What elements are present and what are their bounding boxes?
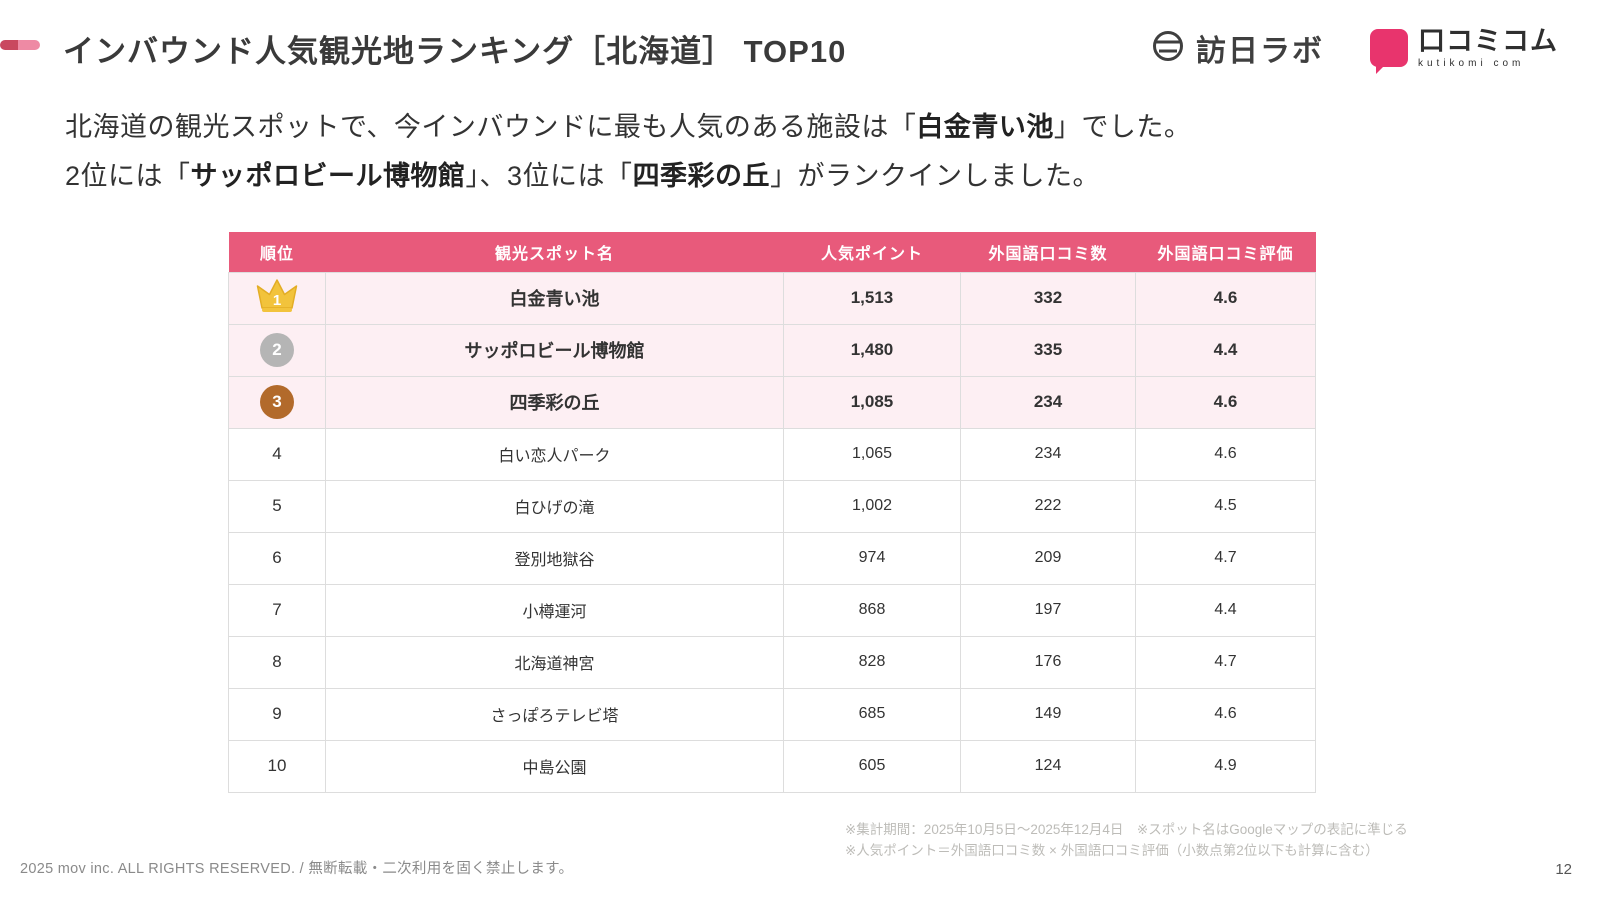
- column-header-reviews: 外国語口コミ数: [960, 232, 1136, 272]
- page-title: インバウンド人気観光地ランキング［北海道］ TOP10: [63, 34, 847, 69]
- column-header-name: 観光スポット名: [325, 232, 784, 272]
- column-header-points: 人気ポイント: [783, 232, 961, 272]
- rating-cell: 4.4: [1135, 323, 1316, 377]
- points-cell: 1,065: [783, 427, 961, 481]
- table-row: 3 四季彩の丘 1,085 234 4.6: [228, 375, 1316, 429]
- table-header-row: 順位 観光スポット名 人気ポイント 外国語口コミ数 外国語口コミ評価: [228, 232, 1316, 272]
- points-cell: 1,085: [783, 375, 961, 429]
- intro-line2-pre: 2位には「: [65, 161, 191, 192]
- review-count-cell: 149: [960, 687, 1136, 741]
- intro-line1-post: 」でした。: [1053, 112, 1192, 142]
- table-row: 10 中島公園 605 124 4.9: [228, 739, 1316, 793]
- intro-text: 北海道の観光スポットで、今インバウンドに最も人気のある施設は「白金青い池」でした…: [65, 103, 1191, 202]
- column-header-rating: 外国語口コミ評価: [1135, 232, 1316, 272]
- review-count-cell: 234: [960, 427, 1136, 481]
- rank-cell: 7: [228, 583, 326, 637]
- table-row: 4 白い恋人パーク 1,065 234 4.6: [228, 427, 1316, 481]
- table-row: 5 白ひげの滝 1,002 222 4.5: [228, 479, 1316, 533]
- rating-cell: 4.6: [1135, 375, 1316, 429]
- rank-badge: 2: [260, 333, 294, 367]
- review-count-cell: 209: [960, 531, 1136, 585]
- spot-name-cell: 北海道神宮: [325, 635, 784, 689]
- points-cell: 1,480: [783, 323, 961, 377]
- review-count-cell: 234: [960, 375, 1136, 429]
- spot-name-cell: 小樽運河: [325, 583, 784, 637]
- table-row: 1 白金青い池 1,513 332 4.6: [228, 271, 1316, 325]
- footnotes: ※集計期間：2025年10月5日〜2025年12月4日 ※スポット名はGoogl…: [845, 820, 1445, 862]
- svg-text:1: 1: [273, 292, 281, 309]
- points-cell: 828: [783, 635, 961, 689]
- footnote-line2: ※人気ポイント＝外国語口コミ数 × 外国語口コミ評価（小数点第2位以下も計算に含…: [845, 842, 1379, 858]
- points-cell: 685: [783, 687, 961, 741]
- rank-cell: 6: [228, 531, 326, 585]
- rank-cell: 5: [228, 479, 326, 533]
- rating-cell: 4.7: [1135, 635, 1316, 689]
- spot-name-cell: 白い恋人パーク: [325, 427, 784, 481]
- review-count-cell: 197: [960, 583, 1136, 637]
- rating-cell: 4.6: [1135, 427, 1316, 481]
- intro-line1-pre: 北海道の観光スポットで、今インバウンドに最も人気のある施設は「: [65, 112, 917, 142]
- rating-cell: 4.6: [1135, 271, 1316, 325]
- footnote-line1: ※集計期間：2025年10月5日〜2025年12月4日 ※スポット名はGoogl…: [845, 822, 1408, 837]
- spot-name-cell: さっぽろテレビ塔: [325, 687, 784, 741]
- table-row: 8 北海道神宮 828 176 4.7: [228, 635, 1316, 689]
- honichi-lab-icon: [1150, 28, 1186, 69]
- intro-rank3-name: 四季彩の丘: [632, 161, 771, 192]
- rank-cell: 2: [228, 323, 326, 377]
- crown-icon: 1: [255, 277, 299, 320]
- table-row: 7 小樽運河 868 197 4.4: [228, 583, 1316, 637]
- table-row: 6 登別地獄谷 974 209 4.7: [228, 531, 1316, 585]
- review-count-cell: 222: [960, 479, 1136, 533]
- kutikomi-logo-text: 口コミコム: [1418, 25, 1558, 56]
- spot-name-cell: 白ひげの滝: [325, 479, 784, 533]
- kutikomi-speech-bubble-icon: [1370, 29, 1408, 74]
- rating-cell: 4.4: [1135, 583, 1316, 637]
- rank-cell: 10: [228, 739, 326, 793]
- intro-line2-mid: 」、3位には「: [465, 161, 633, 192]
- rating-cell: 4.7: [1135, 531, 1316, 585]
- rank-cell: 8: [228, 635, 326, 689]
- honichi-lab-logo-text: 訪日ラボ: [1196, 35, 1324, 68]
- ranking-table: 順位 観光スポット名 人気ポイント 外国語口コミ数 外国語口コミ評価 1 白金青い…: [228, 232, 1316, 793]
- ranking-table-container: 順位 観光スポット名 人気ポイント 外国語口コミ数 外国語口コミ評価 1 白金青い…: [228, 232, 1316, 793]
- points-cell: 605: [783, 739, 961, 793]
- intro-line2-post: 」がランクインしました。: [770, 161, 1101, 192]
- points-cell: 1,513: [783, 271, 961, 325]
- rank-cell: 3: [228, 375, 326, 429]
- table-row: 9 さっぽろテレビ塔 685 149 4.6: [228, 687, 1316, 741]
- kutikomi-logo-subtext: kutikomi com: [1418, 57, 1525, 69]
- spot-name-cell: 登別地獄谷: [325, 531, 784, 585]
- column-header-rank: 順位: [228, 232, 326, 272]
- rank-cell: 1: [228, 271, 326, 325]
- review-count-cell: 332: [960, 271, 1136, 325]
- kutikomi-logo: 口コミコム kutikomi com: [1370, 25, 1558, 74]
- intro-rank1-name: 白金青い池: [916, 112, 1054, 142]
- review-count-cell: 176: [960, 635, 1136, 689]
- title-accent-dash: [0, 40, 40, 50]
- spot-name-cell: 白金青い池: [325, 271, 784, 325]
- spot-name-cell: 四季彩の丘: [325, 375, 784, 429]
- points-cell: 1,002: [783, 479, 961, 533]
- spot-name-cell: 中島公園: [325, 739, 784, 793]
- review-count-cell: 124: [960, 739, 1136, 793]
- honichi-lab-logo: 訪日ラボ: [1150, 26, 1324, 70]
- rank-badge: 3: [260, 385, 294, 419]
- copyright-text: 2025 mov inc. ALL RIGHTS RESERVED. / 無断転…: [20, 861, 574, 877]
- header-logos: 訪日ラボ 口コミコム kutikomi com: [1150, 25, 1558, 74]
- rating-cell: 4.5: [1135, 479, 1316, 533]
- intro-rank2-name: サッポロビール博物館: [190, 161, 466, 192]
- spot-name-cell: サッポロビール博物館: [325, 323, 784, 377]
- table-row: 2 サッポロビール博物館 1,480 335 4.4: [228, 323, 1316, 377]
- rating-cell: 4.9: [1135, 739, 1316, 793]
- rating-cell: 4.6: [1135, 687, 1316, 741]
- points-cell: 868: [783, 583, 961, 637]
- rank-cell: 4: [228, 427, 326, 481]
- rank-cell: 9: [228, 687, 326, 741]
- points-cell: 974: [783, 531, 961, 585]
- review-count-cell: 335: [960, 323, 1136, 377]
- page-number: 12: [1555, 861, 1572, 878]
